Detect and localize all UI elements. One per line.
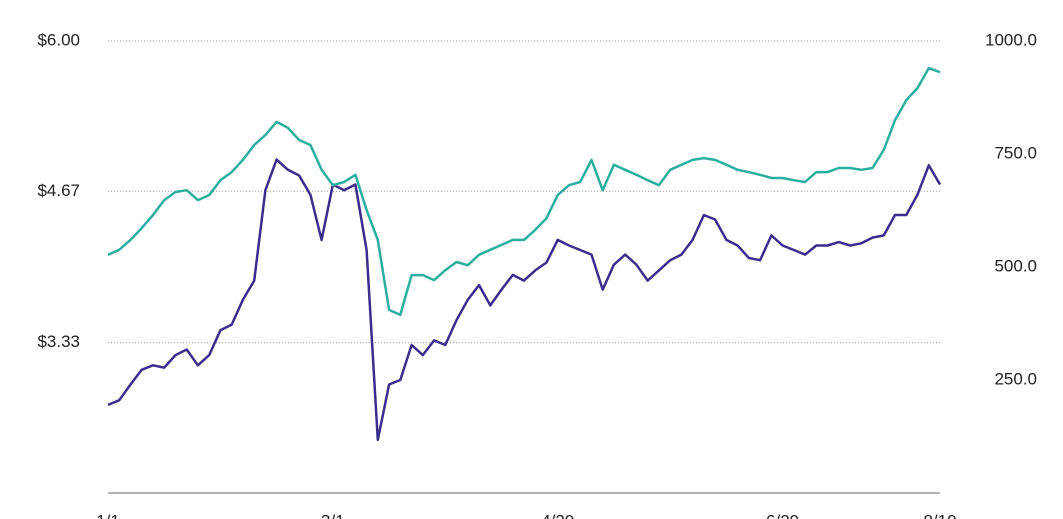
series-line [107, 66, 941, 317]
y2-tick-label: 750.0 [994, 143, 1037, 162]
y-tick-label: $4.67 [37, 181, 80, 200]
x-tick-label: 8/10 [923, 511, 956, 519]
x-tick-label: 6/29 [766, 511, 799, 519]
y2-tick-label: 250.0 [994, 369, 1037, 388]
y2-tick-label: 1000.0 [985, 30, 1037, 49]
y-tick-label: $3.33 [37, 332, 80, 351]
series-line [107, 158, 942, 442]
y-tick-label: $6.00 [37, 30, 80, 49]
x-tick-label: 4/30 [541, 511, 574, 519]
x-tick-label: 3/1 [321, 511, 345, 519]
y2-tick-label: 500.0 [994, 256, 1037, 275]
x-tick-label: 1/1 [96, 511, 120, 519]
